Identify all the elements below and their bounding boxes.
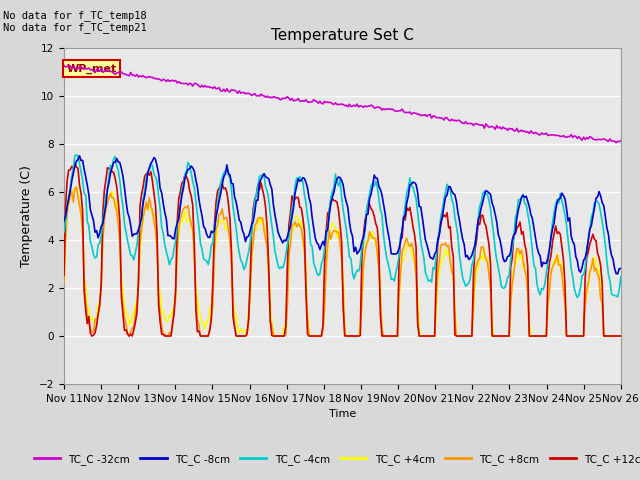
Y-axis label: Temperature (C): Temperature (C) [20, 165, 33, 267]
Text: No data for f_TC_temp21: No data for f_TC_temp21 [3, 22, 147, 33]
Legend: TC_C -32cm, TC_C -8cm, TC_C -4cm, TC_C +4cm, TC_C +8cm, TC_C +12cm: TC_C -32cm, TC_C -8cm, TC_C -4cm, TC_C +… [29, 450, 640, 469]
Title: Temperature Set C: Temperature Set C [271, 28, 414, 43]
Text: No data for f_TC_temp18: No data for f_TC_temp18 [3, 11, 147, 22]
X-axis label: Time: Time [329, 409, 356, 419]
Text: WP_met: WP_met [67, 63, 117, 74]
